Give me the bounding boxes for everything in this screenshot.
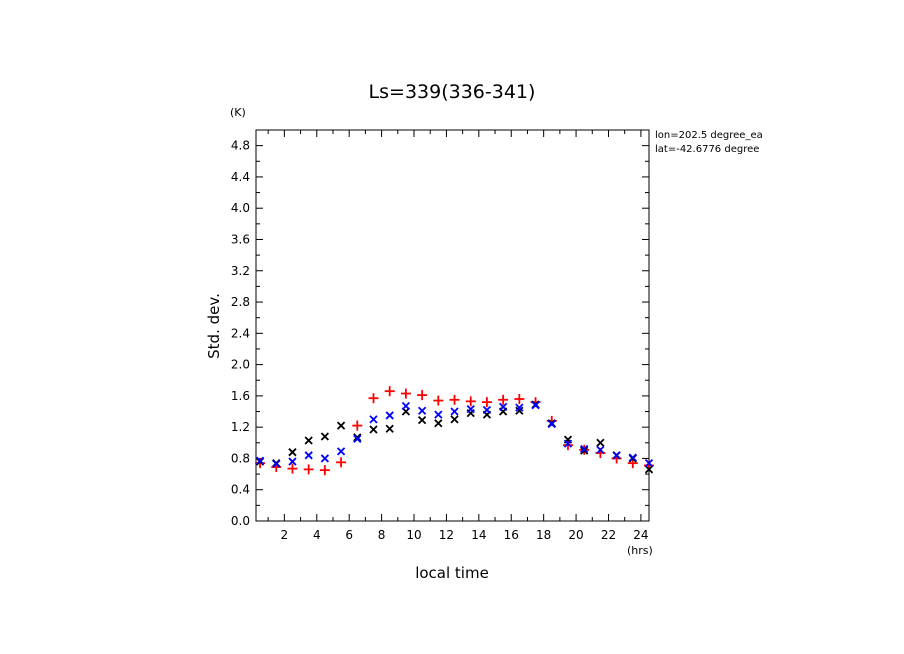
y-tick-label: 2.0 (231, 358, 250, 372)
data-point-series-0 (627, 458, 638, 469)
data-point-series-0 (417, 390, 428, 401)
data-point-series-0 (481, 397, 492, 408)
x-tick-label: 16 (504, 528, 519, 542)
data-point-series-2 (563, 439, 573, 448)
data-point-series-2 (320, 454, 330, 463)
data-point-series-0 (287, 463, 298, 474)
data-point-series-0 (465, 396, 476, 407)
data-point-series-1 (434, 419, 443, 428)
data-point-series-0 (368, 393, 379, 404)
data-point-series-1 (369, 425, 378, 434)
data-point-series-0 (400, 388, 411, 399)
data-point-series-1 (450, 415, 459, 424)
x-tick-label: 20 (568, 528, 583, 542)
x-tick-label: 4 (313, 528, 321, 542)
data-point-series-0 (352, 420, 363, 431)
plot-frame (255, 129, 650, 522)
x-tick-label: 8 (378, 528, 386, 542)
data-point-series-2 (580, 444, 589, 454)
y-tick-label: 4.4 (231, 170, 250, 184)
data-point-series-1 (320, 432, 330, 441)
data-point-series-2 (547, 419, 556, 429)
data-point-series-0 (514, 394, 525, 405)
y-tick-label: 4.8 (231, 139, 250, 153)
y-tick-label: 3.6 (231, 232, 250, 246)
data-point-series-2 (272, 459, 281, 469)
data-point-series-2 (466, 405, 475, 414)
data-point-series-2 (417, 406, 427, 415)
data-point-series-2 (450, 407, 459, 416)
data-point-series-0 (336, 457, 347, 468)
x-tick-label: 22 (601, 528, 616, 542)
data-point-series-1 (417, 415, 427, 425)
data-point-series-1 (644, 465, 654, 474)
data-point-series-2 (304, 451, 313, 460)
x-tick-label: 24 (633, 528, 648, 542)
y-tick-label: 0.4 (231, 483, 250, 497)
x-tick-label: 14 (471, 528, 486, 542)
data-point-series-2 (515, 403, 524, 412)
data-point-series-1 (385, 424, 394, 433)
x-tick-label: 6 (345, 528, 353, 542)
data-point-series-0 (498, 394, 509, 405)
data-point-series-2 (336, 447, 346, 456)
data-point-series-2 (353, 434, 362, 444)
data-point-series-0 (449, 394, 460, 405)
data-point-series-2 (434, 410, 443, 419)
y-tick-label: 2.4 (231, 326, 250, 340)
y-tick-label: 2.8 (231, 295, 250, 309)
data-point-series-2 (499, 402, 508, 411)
data-point-series-1 (336, 421, 346, 430)
x-unit-label: (hrs) (627, 544, 653, 557)
y-axis-label: Std. dev. (205, 293, 223, 359)
data-point-series-2 (612, 451, 621, 460)
y-tick-label: 1.2 (231, 420, 250, 434)
x-tick-label: 10 (406, 528, 421, 542)
data-point-series-2 (531, 401, 540, 410)
chart-title: Ls=339(336-341) (369, 81, 536, 103)
x-axis-label: local time (415, 564, 489, 582)
data-point-series-1 (515, 406, 524, 415)
axis-ticks: 2 4 6 8 10 12 14 16 18 20 22 240.00.40.81.21.62.02.… (231, 130, 649, 542)
data-point-series-2 (255, 456, 265, 465)
y-tick-label: 3.2 (231, 264, 250, 278)
data-point-series-1 (288, 448, 297, 457)
y-tick-label: 4.0 (231, 201, 250, 215)
data-point-series-1 (304, 436, 313, 445)
data-point-series-2 (628, 453, 637, 462)
annotation-lat: lat=-42.6776 degree (655, 144, 759, 155)
data-point-series-0 (303, 464, 314, 475)
x-tick-label: 2 (281, 528, 289, 542)
data-point-series-2 (644, 458, 654, 468)
data-point-series-2 (401, 401, 411, 411)
data-point-series-2 (369, 415, 378, 424)
annotation-lon: lon=202.5 degree_ea (655, 130, 763, 141)
data-point-series-0 (319, 465, 330, 476)
y-tick-label: 0.0 (231, 514, 250, 528)
data-point-series-0 (433, 395, 444, 406)
data-point-series-1 (596, 438, 605, 447)
y-tick-label: 1.6 (231, 389, 250, 403)
data-point-series-2 (596, 445, 605, 454)
x-tick-label: 12 (439, 528, 454, 542)
data-point-series-1 (353, 433, 362, 442)
data-point-series-0 (562, 440, 573, 451)
data-point-series-2 (385, 411, 394, 420)
y-unit-label: (K) (230, 106, 246, 119)
data-points (255, 386, 654, 476)
x-tick-label: 18 (536, 528, 551, 542)
data-point-series-0 (384, 386, 395, 397)
data-point-series-1 (580, 446, 589, 455)
data-point-series-2 (482, 405, 492, 415)
data-point-series-2 (288, 457, 297, 466)
y-tick-label: 0.8 (231, 451, 250, 465)
